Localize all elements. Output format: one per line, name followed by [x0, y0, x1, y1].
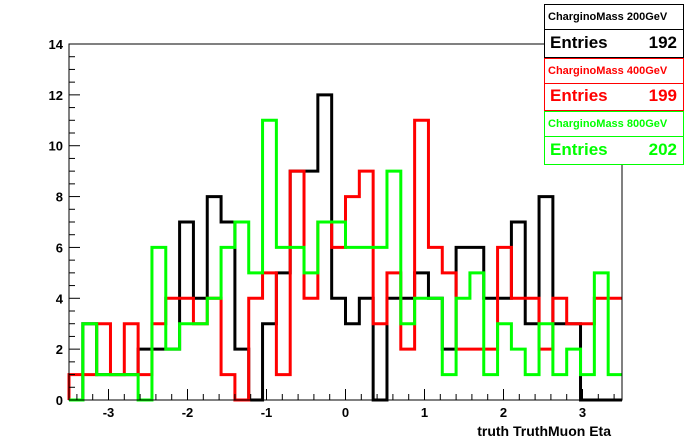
stats-entries-row: Entries 192	[545, 29, 683, 57]
y-tick-label: 12	[49, 88, 63, 103]
stats-entries-row: Entries 202	[545, 136, 683, 164]
stats-title: CharginoMass 800GeV	[545, 112, 683, 137]
stats-entries-label: Entries	[550, 33, 608, 52]
stats-title: CharginoMass 200GeV	[545, 5, 683, 30]
stats-box-200gev: CharginoMass 200GeV Entries 192	[544, 4, 684, 58]
plot-frame	[68, 43, 623, 401]
histogram-series-2	[67, 118, 622, 402]
stats-entries-value: 192	[648, 33, 677, 52]
y-tick-label: 14	[49, 37, 64, 52]
x-tick-label: 0	[342, 405, 349, 420]
stats-entries-row: Entries 199	[545, 82, 683, 110]
stats-box-400gev: CharginoMass 400GeV Entries 199	[544, 58, 684, 111]
y-tick-label: 8	[56, 190, 63, 205]
histogram-series-1	[69, 93, 622, 402]
histogram-series-3	[69, 118, 622, 402]
x-tick-label: 3	[579, 405, 586, 420]
x-tick-label: -2	[182, 405, 194, 420]
stats-entries-value: 199	[648, 86, 677, 105]
stats-title: CharginoMass 400GeV	[545, 59, 683, 84]
x-tick-label: 2	[500, 405, 507, 420]
stats-entries-label: Entries	[550, 86, 608, 105]
stats-entries-value: 202	[648, 140, 677, 159]
y-tick-label: 2	[56, 342, 63, 357]
stats-box-800gev: CharginoMass 800GeV Entries 202	[544, 111, 684, 165]
x-tick-label: 1	[421, 405, 428, 420]
x-tick-label: -1	[261, 405, 273, 420]
y-tick-label: 10	[49, 139, 63, 154]
histogram-series-group	[67, 93, 622, 402]
y-tick-label: 4	[56, 291, 64, 306]
stats-entries-label: Entries	[550, 140, 608, 159]
y-tick-label: 0	[56, 393, 63, 408]
x-axis-label: truth TruthMuon Eta	[477, 423, 611, 439]
y-tick-label: 6	[56, 240, 63, 255]
x-tick-label: -3	[103, 405, 115, 420]
